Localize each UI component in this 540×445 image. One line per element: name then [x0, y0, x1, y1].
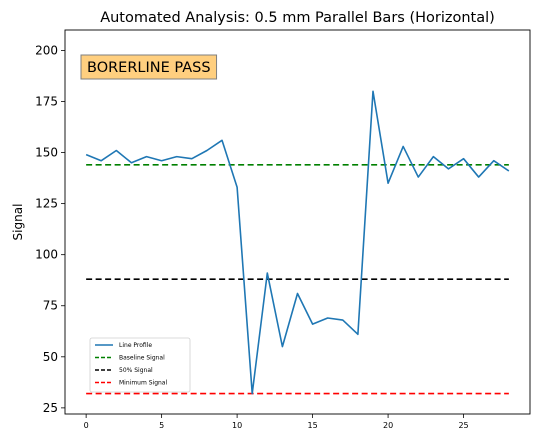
- x-tick-label: 25: [458, 421, 468, 430]
- x-axis-ticks: 0 5 10 15 20 25: [84, 414, 469, 430]
- x-tick-label: 0: [84, 421, 89, 430]
- y-tick-label: 50: [43, 350, 58, 364]
- status-badge-text: BORERLINE PASS: [87, 60, 211, 76]
- y-tick-label: 200: [35, 43, 58, 57]
- status-badge-box: [80, 54, 218, 80]
- y-tick-label: 25: [43, 401, 58, 415]
- legend-label: Minimum Signal: [119, 380, 167, 387]
- y-tick-label: 100: [35, 248, 58, 262]
- y-tick-label: 75: [43, 299, 58, 313]
- status-badge: BORERLINE PASS: [80, 54, 218, 80]
- legend-box: [89, 337, 191, 393]
- y-tick-label: 175: [35, 94, 58, 108]
- x-tick-label: 20: [383, 421, 393, 430]
- legend-label: Baseline Signal: [119, 355, 165, 362]
- line-profile-series: [85, 90, 510, 395]
- x-tick-label: 10: [232, 421, 242, 430]
- y-tick-label: 125: [35, 197, 58, 211]
- y-axis-ticks: 25 50 75 100 125 150 175 200: [35, 43, 65, 415]
- legend: Line Profile Baseline Signal 50% Signal Min…: [89, 337, 191, 393]
- plot-frame: [64, 29, 531, 415]
- reference-lines: [86, 164, 509, 395]
- y-tick-label: 150: [35, 146, 58, 160]
- plot-area: [85, 90, 510, 395]
- y-axis-label: Signal: [11, 204, 25, 241]
- legend-items: Line Profile Baseline Signal 50% Signal Min…: [95, 342, 167, 387]
- chart-title: Automated Analysis: 0.5 mm Parallel Bars…: [100, 10, 495, 26]
- x-tick-label: 15: [308, 421, 318, 430]
- x-tick-label: 5: [159, 421, 164, 430]
- legend-label: 50% Signal: [119, 367, 153, 374]
- legend-label: Line Profile: [119, 342, 152, 349]
